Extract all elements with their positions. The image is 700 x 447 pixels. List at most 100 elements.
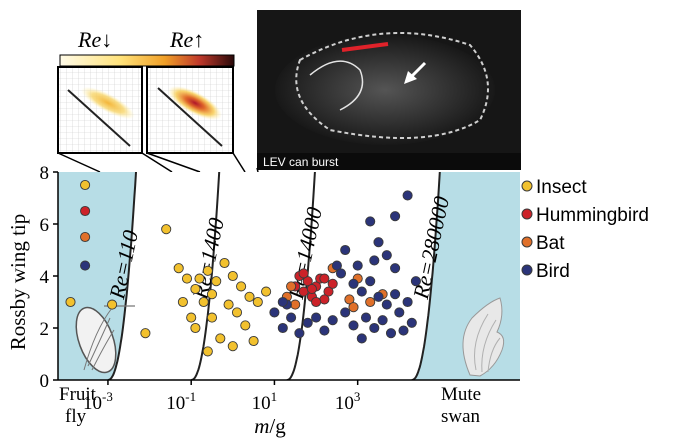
point-bird-27	[352, 260, 363, 271]
right-end-label-line1: Mute	[441, 384, 481, 405]
point-insect-7	[181, 273, 193, 284]
point-insect-26	[198, 296, 209, 308]
legend-label-bat: Bat	[536, 233, 565, 254]
point-bird-29	[381, 250, 392, 261]
point-insect-19	[190, 322, 201, 334]
connector-1	[57, 152, 101, 173]
point-hummingbird-14	[319, 273, 330, 284]
reynolds-curve-4	[411, 172, 441, 380]
point-insect-12	[211, 276, 222, 287]
lev-caption: LEV can burst	[263, 155, 339, 169]
x-axis-label: m/g	[254, 414, 286, 438]
point-bird-36	[398, 325, 409, 336]
point-hummingbird-5	[298, 286, 309, 297]
point-bird-10	[335, 268, 347, 279]
point-bird-8	[331, 260, 342, 271]
point-bird-37	[356, 333, 367, 344]
point-insect-14	[227, 270, 238, 282]
legend-label-bird: Bird	[536, 261, 570, 282]
point-insect-13	[219, 257, 230, 269]
y-tick-label-0: 0	[40, 371, 50, 392]
fruit-fly-wing	[75, 305, 135, 374]
point-bird-34	[365, 216, 376, 227]
x-tick-label-4: 103	[335, 389, 361, 414]
y-tick-label-4: 4	[40, 267, 50, 288]
legend: Insect Hummingbird Bat Bird	[521, 177, 649, 282]
connector-4	[232, 152, 246, 173]
left-end-label-line1: Fruit	[59, 384, 97, 405]
point-bird-22	[385, 328, 397, 339]
lev-photo-arrowhead	[404, 71, 417, 84]
colorbar-low-label: Re↓	[77, 27, 112, 52]
point-hummingbird-9	[319, 294, 330, 305]
point-bird-2	[277, 322, 288, 334]
point-bird-18	[402, 296, 413, 308]
y-ticks: 0 2 4 6 8	[40, 163, 58, 392]
point-hummingbird-12	[311, 296, 322, 308]
point-insect-17	[231, 307, 243, 318]
point-bird-1	[80, 260, 91, 271]
legend-marker-bird	[521, 264, 533, 276]
y-tick-label-8: 8	[40, 163, 50, 184]
reynolds-curve-2	[191, 172, 221, 380]
point-bat-2	[286, 281, 297, 292]
lev-photo-vortex	[309, 60, 364, 111]
point-insect-2	[65, 296, 76, 308]
point-bird-16	[390, 289, 401, 300]
point-bat-4	[344, 294, 355, 305]
point-insect-4	[140, 328, 151, 339]
x-ticks: 10-3 10-1 101 103	[83, 380, 360, 414]
point-bird-14	[373, 291, 384, 302]
colorbar-high-label: Re↑	[169, 27, 204, 52]
point-bird-26	[327, 315, 338, 326]
point-bird-6	[269, 307, 280, 318]
point-hummingbird-1	[80, 205, 91, 217]
point-insect-16	[244, 291, 255, 302]
point-hummingbird-13	[298, 268, 309, 279]
right-end-label-line2: swan	[441, 406, 481, 427]
x-tick-label-3: 101	[252, 389, 278, 414]
point-bird-32	[390, 211, 401, 222]
point-bird-40	[277, 296, 288, 308]
point-bird-33	[402, 190, 413, 201]
heatmap-high-re-blob	[168, 85, 222, 121]
legend-marker-insect	[521, 180, 533, 192]
point-bat-1	[80, 231, 91, 243]
point-bird-13	[365, 276, 376, 287]
point-bird-17	[394, 307, 405, 318]
connector-5	[256, 167, 259, 173]
legend-marker-hummingbird	[521, 208, 533, 220]
point-bird-5	[302, 317, 313, 328]
mute-swan-wing	[462, 297, 505, 377]
point-insect-29	[261, 286, 272, 297]
point-bird-20	[369, 322, 380, 334]
point-insect-11	[206, 289, 218, 300]
point-hummingbird-8	[323, 286, 334, 297]
point-bird-24	[348, 320, 359, 331]
point-insect-10	[202, 265, 213, 276]
point-bird-9	[340, 244, 351, 256]
point-bird-25	[340, 307, 351, 318]
point-insect-25	[177, 296, 188, 308]
lev-photo-wing-outline	[295, 32, 489, 139]
point-bat-6	[365, 296, 376, 308]
point-bird-31	[373, 237, 384, 248]
point-bird-21	[377, 315, 388, 326]
point-insect-22	[202, 346, 213, 357]
heatmap-high-re-wing	[157, 87, 223, 147]
point-bird-11	[348, 278, 359, 289]
point-insect-24	[248, 335, 259, 347]
y-tick-label-2: 2	[40, 319, 50, 340]
point-bird-4	[294, 328, 305, 339]
point-insect-5	[161, 224, 172, 235]
connector-3	[146, 152, 201, 173]
point-bird-19	[360, 312, 372, 323]
point-hummingbird-15	[306, 283, 317, 295]
left-end-label-line2: fly	[65, 406, 87, 427]
point-insect-6	[173, 263, 184, 274]
x-tick-label-2: 10-1	[166, 389, 196, 414]
legend-label-insect: Insect	[536, 177, 587, 198]
heatmap-low-re-blob	[81, 86, 135, 120]
